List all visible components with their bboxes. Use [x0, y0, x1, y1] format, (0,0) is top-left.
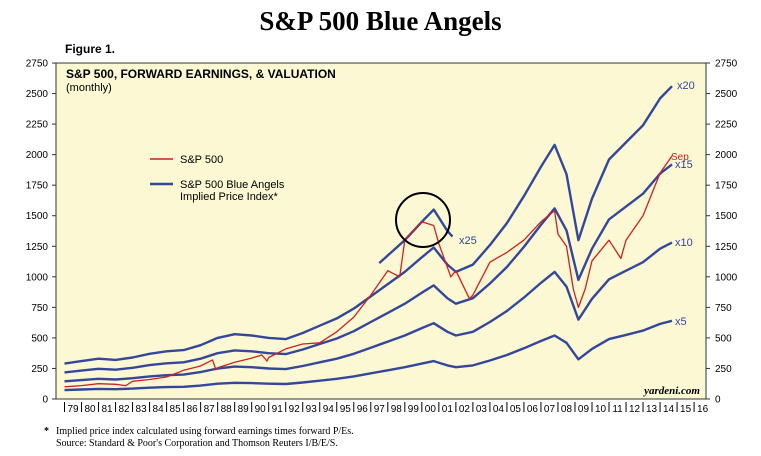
x-tick-label: 84 — [153, 404, 165, 415]
series-label-x5: x5 — [675, 316, 687, 328]
chart-title: S&P 500, FORWARD EARNINGS, & VALUATION — [66, 67, 336, 81]
x-tick-label: 83 — [136, 404, 148, 415]
figure-label: Figure 1. — [65, 42, 116, 56]
x-tick-label: 04 — [493, 404, 505, 415]
series-line-x20 — [64, 85, 673, 365]
chart-subtitle: (monthly) — [66, 82, 112, 94]
x-tick-label: 99 — [408, 404, 420, 415]
y-tick-label-right: 750 — [715, 303, 732, 314]
x-tick-label: 06 — [527, 404, 539, 415]
x-tick-label: 07 — [544, 404, 556, 415]
y-tick-label-left: 500 — [31, 333, 48, 344]
x-tick-label: 97 — [374, 404, 386, 415]
y-tick-label-left: 2500 — [26, 89, 49, 100]
y-tick-label-right: 2750 — [715, 59, 738, 70]
series-line-x5 — [64, 319, 673, 392]
x-tick-label: 82 — [119, 404, 131, 415]
y-tick-label-right: 1750 — [715, 181, 738, 192]
x-tick-label: 92 — [289, 404, 301, 415]
watermark: yardeni.com — [642, 385, 700, 397]
y-tick-label-right: 2250 — [715, 120, 738, 131]
x-tick-label: 11 — [612, 404, 623, 415]
x-tick-label: 91 — [272, 404, 284, 415]
x-tick-label: 86 — [187, 404, 199, 415]
highlight-circle — [395, 192, 451, 248]
series-label-x10: x10 — [675, 237, 693, 249]
x-tick-label: 00 — [425, 404, 437, 415]
x-tick-label: 93 — [306, 404, 318, 415]
y-tick-label-right: 500 — [715, 333, 732, 344]
y-tick-label-left: 0 — [42, 395, 48, 406]
x-tick-label: 13 — [646, 404, 658, 415]
x-tick-label: 94 — [323, 404, 335, 415]
x-tick-label: 01 — [442, 404, 454, 415]
x-tick-label: 98 — [391, 404, 403, 415]
x-tick-label: 05 — [510, 404, 522, 415]
page-title: S&P 500 Blue Angels — [259, 6, 502, 36]
y-tick-label-left: 2000 — [26, 150, 49, 161]
x-tick-label: 95 — [340, 404, 352, 415]
x-tick-label: 15 — [680, 404, 692, 415]
y-tick-label-left: 1250 — [26, 242, 49, 253]
x-tick-label: 96 — [357, 404, 369, 415]
x-tick-label: 88 — [221, 404, 233, 415]
legend-label-blue-angels: S&P 500 Blue Angels — [180, 179, 285, 191]
series-label-sep: Sep — [671, 152, 689, 163]
y-tick-label-left: 1000 — [26, 272, 49, 283]
footnote-marker: * — [44, 426, 49, 437]
x-tick-label: 08 — [561, 404, 573, 415]
plot-area — [56, 63, 706, 399]
y-tick-label-right: 1000 — [715, 272, 738, 283]
footnote-text: Implied price index calculated using for… — [56, 426, 354, 437]
footnote: * Implied price index calculated using fo… — [44, 426, 354, 450]
x-tick-label: 90 — [255, 404, 267, 415]
y-tick-label-right: 250 — [715, 364, 732, 375]
y-tick-label-right: 2000 — [715, 150, 738, 161]
x-tick-label: 79 — [67, 404, 79, 415]
legend-label-blue-angels-line2: Implied Price Index* — [180, 191, 279, 203]
x-tick-label: 10 — [595, 404, 607, 415]
x-tick-label: 16 — [697, 404, 709, 415]
x-tick-label: 87 — [204, 404, 216, 415]
x-tick-label: 89 — [238, 404, 250, 415]
series-label-x15: x15 — [675, 159, 693, 171]
series-label-x20: x20 — [677, 80, 695, 92]
y-tick-label-left: 250 — [31, 364, 48, 375]
y-tick-label-right: 0 — [715, 395, 721, 406]
y-tick-label-left: 1500 — [26, 211, 49, 222]
x-tick-label: 81 — [101, 404, 113, 415]
x-tick-label: 09 — [578, 404, 590, 415]
y-tick-label-left: 750 — [31, 303, 48, 314]
x-tick-label: 14 — [663, 404, 675, 415]
y-tick-label-right: 1250 — [715, 242, 738, 253]
source-text: Source: Standard & Poor's Corporation an… — [56, 438, 338, 449]
x-tick-label: 03 — [476, 404, 488, 415]
series-label-x25: x25 — [459, 235, 477, 247]
x-tick-label: 80 — [84, 404, 96, 415]
y-tick-label-left: 1750 — [26, 181, 49, 192]
plot-frame — [55, 62, 707, 400]
series-line-x15 — [64, 163, 673, 374]
series-line-sp500 — [64, 155, 673, 388]
x-tick-label: 12 — [629, 404, 641, 415]
x-tick-label: 02 — [459, 404, 471, 415]
y-tick-label-right: 1500 — [715, 211, 738, 222]
x-tick-label: 85 — [170, 404, 182, 415]
legend-label-sp500: S&P 500 — [180, 154, 223, 166]
y-tick-label-left: 2250 — [26, 120, 49, 131]
y-tick-label-right: 2500 — [715, 89, 738, 100]
y-tick-label-left: 2750 — [26, 59, 49, 70]
